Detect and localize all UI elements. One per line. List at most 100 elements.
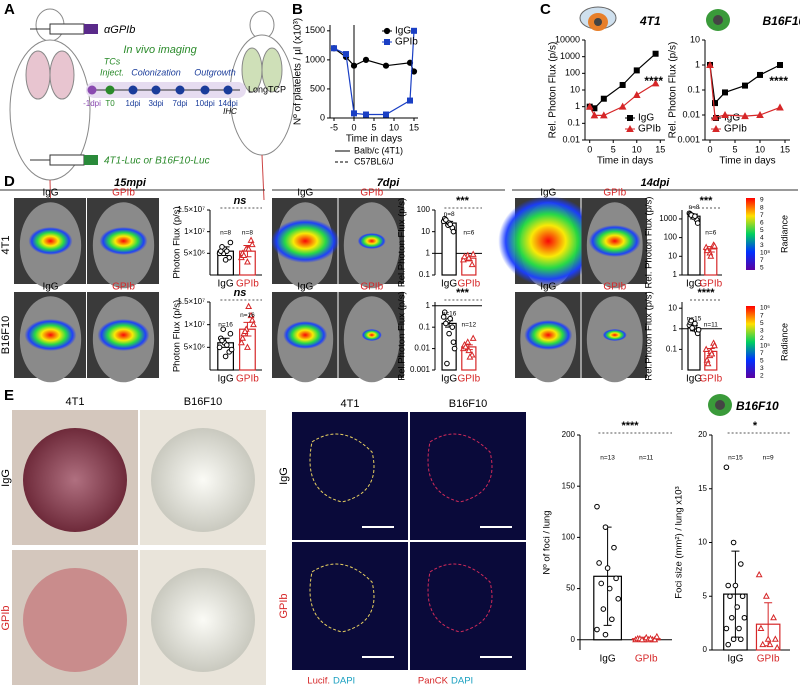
legend-label: IgG	[638, 113, 654, 124]
data-point	[443, 320, 449, 327]
significance: *	[753, 420, 758, 432]
bioluminescence	[283, 321, 328, 349]
tissue-outline	[427, 433, 493, 503]
n-label: n=15	[687, 316, 702, 323]
ihc-label: IHC	[223, 107, 237, 116]
colorbar-tick-label: 5	[760, 265, 764, 272]
n-label: n=9	[763, 455, 774, 462]
bioluminescence	[271, 219, 340, 263]
data-point	[451, 345, 458, 352]
category-label: GPIb	[457, 374, 480, 385]
marker	[722, 89, 728, 96]
y-label: Rel.Photon Flux (p/s)	[397, 291, 408, 380]
bioluminescence	[602, 329, 627, 341]
y-tick-label: 1	[575, 101, 580, 111]
data-point	[602, 524, 609, 530]
bioluminescence	[357, 233, 386, 249]
colorbar-title: Radiance	[779, 215, 789, 253]
marker	[331, 45, 337, 52]
panel-label: B	[292, 1, 303, 18]
data-point	[244, 258, 251, 265]
data-point	[446, 330, 452, 337]
colonization-label: Colonization	[131, 67, 181, 77]
data-point	[773, 644, 781, 651]
category-label: IgG	[727, 654, 743, 665]
colorbar-tick-label: 10⁸	[760, 250, 770, 257]
y-label: Rel. Photon Flux (p/s)	[548, 42, 559, 139]
x-tick-label: 10	[389, 122, 399, 132]
x-tick-label: 15	[409, 122, 419, 132]
y-tick-label: 50	[566, 584, 575, 593]
syringe-bottom	[30, 154, 98, 166]
y-label: Nº of platelets / µl (x10³)	[293, 18, 304, 125]
ihc-row-label: IgG	[278, 467, 290, 485]
y-tick-label: 1	[695, 59, 700, 69]
x-tick-label: -5	[330, 122, 338, 132]
marker	[757, 71, 763, 78]
data-point	[441, 309, 448, 316]
y-tick-label: 1000	[659, 214, 677, 223]
category-label: IgG	[686, 374, 702, 385]
data-point	[725, 641, 732, 648]
n-label: n=12	[462, 322, 477, 329]
y-tick-label: 0.1	[567, 118, 580, 128]
data-point	[702, 345, 710, 352]
data-point	[734, 604, 741, 610]
y-tick-label: 500	[310, 83, 325, 93]
data-point	[465, 346, 473, 354]
y-tick-label: 0	[320, 112, 325, 122]
data-point	[695, 326, 702, 333]
y-tick-label: 0.01	[414, 344, 430, 353]
data-point	[766, 640, 774, 648]
marker	[712, 100, 718, 107]
caption: DAPI	[451, 676, 473, 687]
data-point	[609, 616, 615, 623]
marker	[343, 51, 349, 58]
data-point	[653, 632, 661, 640]
data-point	[689, 325, 695, 331]
bioluminescence	[361, 329, 382, 341]
y-tick-label: 200	[562, 430, 576, 439]
timepoint-label: 10dpi	[195, 99, 215, 108]
timepoint-label: 7dpi	[172, 99, 187, 108]
data-point	[447, 315, 453, 322]
y-tick-label: 100	[565, 68, 580, 78]
data-point	[238, 338, 245, 346]
data-point	[723, 625, 730, 632]
data-point	[250, 320, 257, 328]
ihc-image	[410, 412, 526, 540]
data-point	[770, 613, 777, 621]
ihc-image	[292, 542, 408, 670]
antibody-label: αGPIb	[104, 24, 135, 36]
caption: DAPI	[333, 676, 355, 687]
n-label: n=8	[242, 230, 253, 237]
data-point	[241, 327, 249, 334]
y-label: Photon Flux (p/s)	[172, 300, 183, 372]
y-tick-label: 100	[562, 532, 576, 541]
chart-title: 4T1	[639, 14, 661, 28]
colorbar-tick-label: 5	[760, 358, 764, 365]
data-point	[771, 635, 779, 642]
colorbar-tick-label: 3	[760, 242, 764, 249]
colorbar-tick-label: 9	[760, 197, 764, 204]
bioluminescence	[524, 320, 573, 350]
marker	[627, 115, 633, 121]
mouse-left	[9, 8, 91, 261]
data-point	[248, 316, 256, 323]
marker	[362, 56, 370, 63]
image-label: GPIb	[112, 282, 135, 293]
cells-label: 4T1-Luc or B16F10-Luc	[104, 156, 210, 167]
data-point	[464, 338, 472, 345]
style-legend-label: Balb/c (4T1)	[354, 145, 403, 155]
marker	[756, 110, 764, 118]
data-point	[222, 353, 229, 360]
data-point	[738, 561, 744, 567]
outgrowth-label: Outgrowth	[194, 67, 236, 77]
y-tick-label: 0.01	[562, 134, 580, 144]
colorbar-tick-label: 5	[760, 320, 764, 327]
data-point	[240, 251, 248, 258]
data-point	[245, 302, 253, 310]
timeline-dot	[87, 85, 97, 95]
y-tick-label: 5×10⁶	[184, 248, 205, 257]
significance: ****	[697, 287, 715, 299]
